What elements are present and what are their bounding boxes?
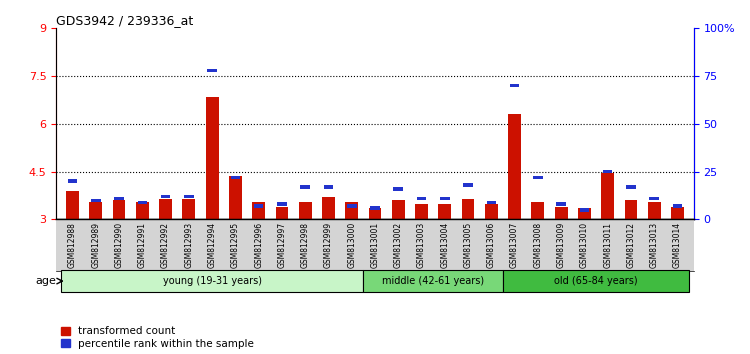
Bar [137, 200, 147, 204]
Bar [509, 114, 521, 219]
Text: GSM813007: GSM813007 [510, 222, 519, 268]
Bar [673, 204, 682, 208]
Bar [278, 202, 286, 206]
Text: GSM813004: GSM813004 [440, 222, 449, 268]
Bar [347, 204, 356, 208]
Bar [301, 185, 310, 189]
Bar [394, 187, 403, 191]
Bar [625, 200, 638, 219]
Text: GSM813013: GSM813013 [650, 222, 658, 268]
Bar [578, 208, 591, 219]
Bar [114, 197, 124, 200]
Bar [275, 207, 288, 219]
Bar [91, 199, 101, 202]
Legend: transformed count, percentile rank within the sample: transformed count, percentile rank withi… [62, 326, 254, 349]
Bar [556, 202, 566, 206]
Bar [66, 191, 79, 219]
Text: GSM813009: GSM813009 [556, 222, 566, 268]
Bar [417, 197, 426, 200]
Bar [555, 207, 568, 219]
Bar [182, 199, 195, 219]
Text: GSM812995: GSM812995 [231, 222, 240, 268]
Bar [510, 84, 520, 87]
Text: GSM813014: GSM813014 [673, 222, 682, 268]
Bar [603, 170, 613, 173]
Bar [68, 179, 77, 183]
Text: GSM812992: GSM812992 [161, 222, 170, 268]
Bar [602, 173, 614, 219]
Bar [416, 204, 428, 219]
Text: GSM812990: GSM812990 [115, 222, 124, 268]
Bar [160, 195, 170, 198]
Bar [440, 197, 449, 200]
Bar [230, 176, 240, 179]
Bar [136, 202, 148, 219]
Bar [464, 183, 472, 187]
Text: GSM813000: GSM813000 [347, 222, 356, 268]
Text: GSM813006: GSM813006 [487, 222, 496, 268]
Text: GSM813011: GSM813011 [603, 222, 612, 268]
Bar [229, 176, 242, 219]
Text: GSM813012: GSM813012 [626, 222, 635, 268]
Text: age: age [36, 276, 57, 286]
Bar [648, 202, 661, 219]
Bar [252, 202, 265, 219]
Text: GSM813003: GSM813003 [417, 222, 426, 268]
Text: GSM813005: GSM813005 [464, 222, 472, 268]
Bar [580, 208, 590, 212]
Text: GSM812998: GSM812998 [301, 222, 310, 268]
Text: GSM812997: GSM812997 [278, 222, 286, 268]
Bar [439, 204, 452, 219]
Text: young (19-31 years): young (19-31 years) [163, 276, 262, 286]
Text: GSM812993: GSM812993 [184, 222, 194, 268]
Bar [650, 197, 659, 200]
Text: GSM813002: GSM813002 [394, 222, 403, 268]
Bar [671, 207, 684, 219]
Bar [112, 200, 125, 219]
Bar [206, 97, 218, 219]
Text: GSM812999: GSM812999 [324, 222, 333, 268]
Bar [184, 195, 194, 198]
Text: middle (42-61 years): middle (42-61 years) [382, 276, 484, 286]
Bar [533, 176, 543, 179]
Text: GSM812991: GSM812991 [138, 222, 147, 268]
FancyBboxPatch shape [363, 270, 503, 292]
FancyBboxPatch shape [503, 270, 689, 292]
Bar [370, 206, 380, 210]
FancyBboxPatch shape [61, 270, 363, 292]
Text: old (65-84 years): old (65-84 years) [554, 276, 638, 286]
Text: GSM812996: GSM812996 [254, 222, 263, 268]
Bar [462, 199, 475, 219]
Bar [532, 202, 544, 219]
Bar [368, 208, 382, 219]
Bar [322, 197, 334, 219]
Bar [298, 202, 311, 219]
Text: GDS3942 / 239336_at: GDS3942 / 239336_at [56, 14, 194, 27]
Text: GSM813008: GSM813008 [533, 222, 542, 268]
Bar [89, 202, 102, 219]
Text: GSM812988: GSM812988 [68, 222, 77, 268]
Text: GSM812989: GSM812989 [92, 222, 100, 268]
Text: GSM812994: GSM812994 [208, 222, 217, 268]
Bar [345, 202, 358, 219]
Bar [487, 200, 496, 204]
Bar [485, 204, 498, 219]
Bar [207, 69, 217, 72]
Text: GSM813001: GSM813001 [370, 222, 380, 268]
Bar [626, 185, 636, 189]
Bar [324, 185, 333, 189]
Bar [392, 200, 405, 219]
Bar [159, 199, 172, 219]
Text: GSM813010: GSM813010 [580, 222, 589, 268]
Bar [254, 204, 263, 208]
